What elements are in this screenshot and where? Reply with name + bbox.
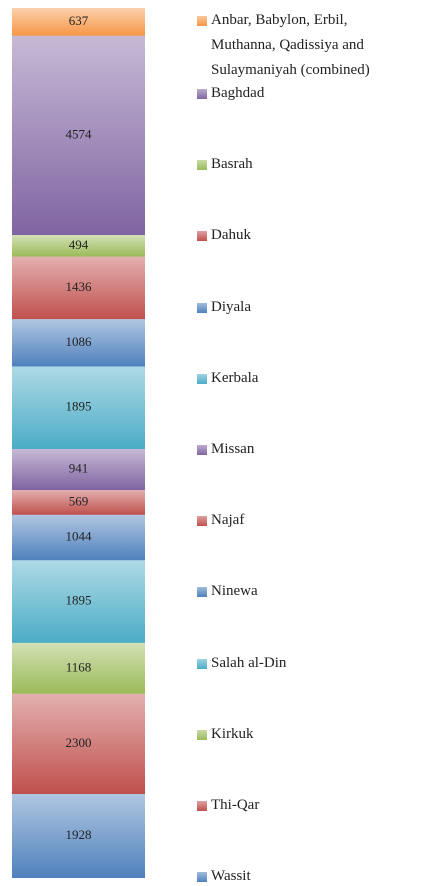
legend-entry: Dahuk bbox=[197, 223, 419, 248]
legend-entry: Baghdad bbox=[197, 81, 419, 106]
legend-entry: Anbar, Babylon, Erbil, Muthanna, Qadissi… bbox=[197, 8, 402, 83]
legend-entry: Wassit bbox=[197, 864, 419, 886]
bar-segment bbox=[12, 514, 145, 561]
legend-swatch bbox=[197, 587, 207, 598]
data-label: 1168 bbox=[66, 659, 92, 674]
data-label: 637 bbox=[69, 13, 89, 28]
data-label: 2300 bbox=[66, 735, 92, 750]
legend-swatch bbox=[197, 160, 207, 171]
bar-segment bbox=[12, 793, 145, 878]
data-label: 569 bbox=[69, 493, 89, 508]
data-label: 941 bbox=[69, 461, 89, 476]
data-label: 1086 bbox=[66, 334, 93, 349]
legend-label: Diyala bbox=[211, 298, 251, 315]
legend-label: Dahuk bbox=[211, 227, 251, 244]
data-label: 1895 bbox=[66, 593, 92, 608]
bar-segment bbox=[12, 235, 145, 257]
legend-label: Anbar, Babylon, Erbil, Muthanna, Qadissi… bbox=[211, 12, 370, 78]
legend-swatch bbox=[197, 658, 207, 669]
legend-swatch bbox=[197, 872, 207, 883]
legend-label: Basrah bbox=[211, 156, 253, 173]
legend-label: Najaf bbox=[211, 512, 245, 529]
legend-label: Baghdad bbox=[211, 85, 265, 101]
bar-segment bbox=[12, 642, 145, 694]
legend-entry: Salah al-Din bbox=[197, 651, 419, 676]
legend-entry: Basrah bbox=[197, 152, 419, 177]
legend-label: Salah al-Din bbox=[211, 654, 287, 671]
legend-swatch bbox=[197, 16, 207, 26]
bar-segment bbox=[12, 319, 145, 367]
bar-segment bbox=[12, 693, 145, 794]
legend-entry: Kerbala bbox=[197, 366, 419, 391]
legend-swatch bbox=[197, 516, 207, 527]
legend-entry: Najaf bbox=[197, 508, 419, 533]
bar-segment bbox=[12, 490, 145, 515]
data-label: 1928 bbox=[66, 827, 92, 842]
legend-swatch bbox=[197, 801, 207, 811]
legend-label: Wassit bbox=[211, 868, 251, 885]
legend-label: Kerbala bbox=[211, 369, 259, 386]
bar-segment bbox=[12, 366, 145, 450]
legend-label: Ninewa bbox=[211, 583, 258, 600]
legend-label: Kirkuk bbox=[211, 725, 254, 742]
bar-segment bbox=[12, 8, 145, 36]
data-label: 4574 bbox=[66, 126, 93, 141]
legend-entry: Missan bbox=[197, 437, 419, 462]
data-label: 1044 bbox=[66, 529, 93, 544]
bar-segment bbox=[12, 256, 145, 320]
legend-label: Thi-Qar bbox=[211, 797, 260, 813]
legend-swatch bbox=[197, 729, 207, 740]
legend-swatch bbox=[197, 302, 207, 313]
data-label: 494 bbox=[69, 237, 89, 252]
bar-segment bbox=[12, 449, 145, 491]
legend-label: Missan bbox=[211, 441, 255, 457]
legend-entry: Thi-Qar bbox=[197, 793, 419, 818]
bar-segment bbox=[12, 35, 145, 236]
legend-swatch bbox=[197, 373, 207, 384]
legend-entry: Diyala bbox=[197, 295, 419, 320]
chart: 637 4574 494 1436 1086 1895 941 569 1044 1895 1168… bbox=[12, 8, 145, 878]
legend-swatch bbox=[197, 231, 207, 242]
data-label: 1895 bbox=[66, 399, 92, 414]
legend-swatch bbox=[197, 89, 207, 99]
data-label: 1436 bbox=[66, 279, 93, 294]
legend-swatch bbox=[197, 445, 207, 455]
bar-segment bbox=[12, 560, 145, 643]
legend-entry: Kirkuk bbox=[197, 722, 419, 747]
legend-entry: Ninewa bbox=[197, 579, 419, 604]
